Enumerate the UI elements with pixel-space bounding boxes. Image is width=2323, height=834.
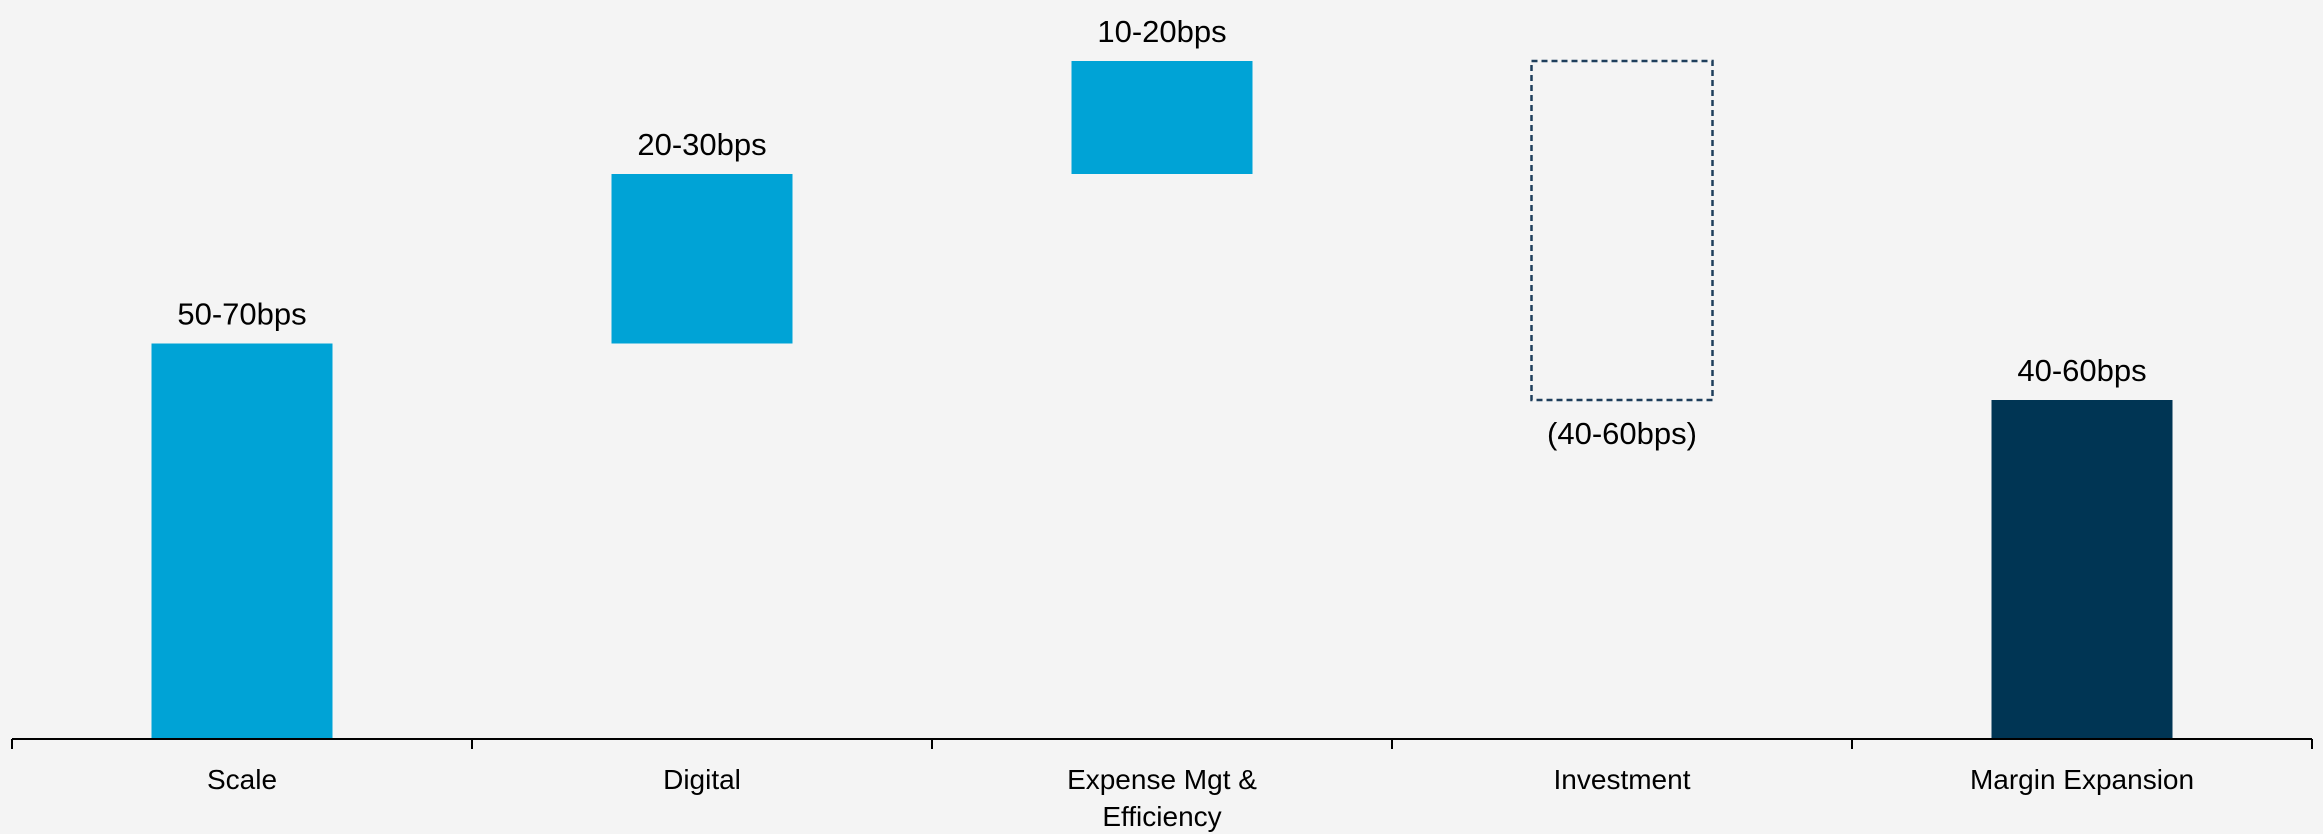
- category-label-0: Scale: [207, 764, 277, 795]
- bar-3: [1530, 59, 1714, 402]
- data-label-0: 50-70bps: [177, 297, 306, 332]
- category-labels: Scale Digital Expense Mgt & Efficiency Inves…: [207, 764, 2194, 832]
- bars-layer: [151, 59, 2173, 739]
- bar-4: [1991, 400, 2173, 739]
- data-label-4: 40-60bps: [2017, 353, 2146, 388]
- bar-2: [1071, 61, 1253, 174]
- bar-1: [611, 174, 793, 344]
- data-label-2: 10-20bps: [1097, 14, 1226, 49]
- category-label-4: Margin Expansion: [1970, 764, 2194, 795]
- category-label-3: Investment: [1554, 764, 1691, 795]
- category-label-2: Expense Mgt & Efficiency: [1067, 764, 1257, 832]
- category-label-1: Digital: [663, 764, 741, 795]
- data-labels: 50-70bps 20-30bps 10-20bps (40-60bps) 40-60b…: [177, 14, 2146, 451]
- data-label-3: (40-60bps): [1547, 416, 1697, 451]
- x-axis: [11, 738, 2313, 749]
- data-label-1: 20-30bps: [637, 127, 766, 162]
- bar-0: [151, 343, 333, 739]
